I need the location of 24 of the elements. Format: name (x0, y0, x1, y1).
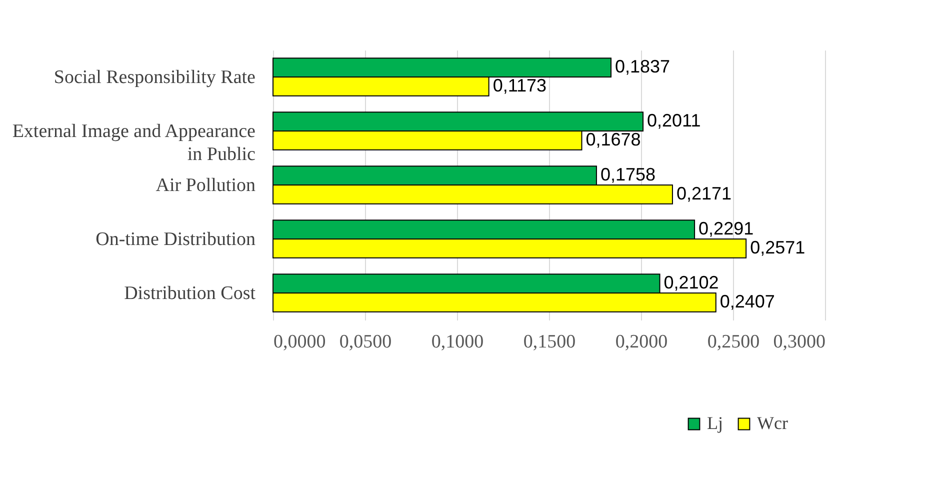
y-tick-label: On-time Distribution (96, 229, 256, 250)
y-tick-label: Distribution Cost (124, 283, 256, 304)
y-tick-label: External Image and Appearance in Public (12, 121, 256, 165)
x-tick-label: 0,3000 (773, 332, 826, 352)
x-tick-label: 0,2500 (707, 332, 760, 352)
legend-label: Lj (707, 413, 723, 433)
data-label: 0,2407 (720, 291, 775, 312)
legend-label: Wcr (757, 413, 788, 433)
y-tick-label: Air Pollution (156, 175, 256, 196)
data-label: 0,1173 (492, 75, 547, 96)
data-label: 0,2571 (750, 237, 806, 258)
y-tick-label: Social Responsibility Rate (54, 67, 256, 88)
data-label: 0,1758 (600, 164, 656, 185)
data-label: 0,1837 (615, 56, 670, 77)
x-tick-label: 0,1000 (431, 332, 484, 352)
data-label: 0,2102 (664, 272, 719, 293)
data-label: 0,2011 (647, 110, 701, 131)
data-label: 0,2171 (676, 183, 732, 204)
x-tick-label: 0,0500 (339, 332, 392, 352)
x-tick-label: 0,2000 (615, 332, 668, 352)
x-tick-label: 0,0000 (274, 332, 326, 352)
data-label: 0,1678 (586, 129, 641, 150)
x-tick-label: 0,1500 (523, 332, 576, 352)
data-label: 0,2291 (698, 218, 754, 239)
